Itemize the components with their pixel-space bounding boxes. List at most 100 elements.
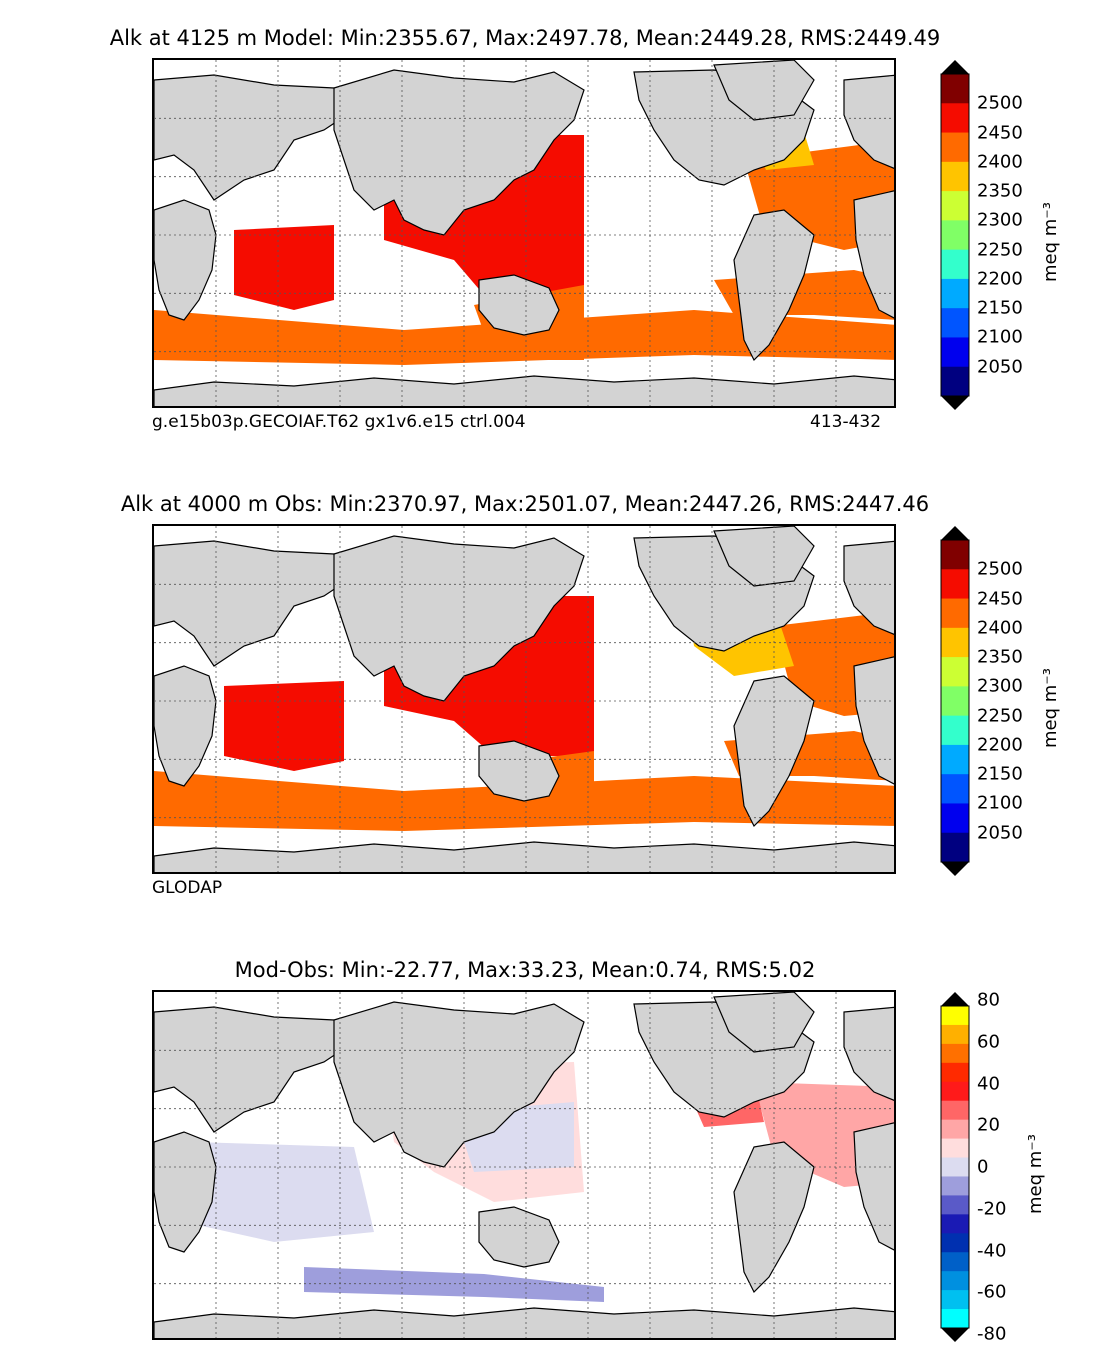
colorbar-outline xyxy=(940,539,970,863)
colorbar-extend-min xyxy=(941,862,969,876)
colorbar-tick-label: 2500 xyxy=(977,558,1023,580)
colorbar-swatch xyxy=(941,1024,969,1045)
land-africa xyxy=(154,665,217,787)
colorbar-swatch xyxy=(941,1233,969,1253)
land-africa xyxy=(154,199,217,321)
land-antarctica xyxy=(154,841,894,872)
colorbar-tick-label: 2200 xyxy=(977,734,1023,756)
colorbar-tick-label: 60 xyxy=(977,1031,1000,1053)
colorbar-tick-label: 2400 xyxy=(977,151,1023,173)
colorbar-outline xyxy=(940,1005,970,1329)
colorbar-tick-label: 2350 xyxy=(977,180,1023,202)
land-eurasia-east xyxy=(333,535,585,702)
colorbar-extend-min xyxy=(941,396,969,410)
data-region-indian-ocean xyxy=(234,225,334,310)
land-eurasia-west xyxy=(154,540,355,667)
colorbar-swatch xyxy=(941,278,969,309)
land-africa-east xyxy=(853,656,894,785)
land-eurasia-east xyxy=(333,69,585,236)
colorbar-swatch xyxy=(941,1157,969,1177)
footnote-left-obs: GLODAP xyxy=(152,878,223,898)
colorbar-tick-label: 2050 xyxy=(977,822,1023,844)
land-europe-east xyxy=(843,1006,894,1101)
map-obs xyxy=(152,524,896,874)
colorbar-swatch xyxy=(941,103,969,134)
panel-title-diff: Mod-Obs: Min:-22.77, Max:33.23, Mean:0.7… xyxy=(234,958,816,982)
colorbar-swatch xyxy=(941,308,969,338)
colorbar-swatch xyxy=(941,832,969,863)
colorbar-tick-label: -60 xyxy=(977,1281,1007,1303)
colorbar-swatch xyxy=(941,627,969,658)
colorbar-tick-label: 2400 xyxy=(977,617,1023,639)
land-greenland xyxy=(713,992,815,1053)
data-region-indian-negative xyxy=(184,1142,374,1242)
colorbar-swatch xyxy=(941,161,969,192)
colorbar-tick-label: -80 xyxy=(977,1323,1007,1345)
colorbar-swatch xyxy=(941,1195,969,1215)
colorbar-extend-min xyxy=(941,1328,969,1342)
colorbar-tick-label: 2100 xyxy=(977,326,1023,348)
map-svg-model xyxy=(154,60,894,406)
colorbar-swatch xyxy=(941,1214,969,1234)
data-region-indian-ocean xyxy=(224,681,344,771)
colorbar-tick-label: 40 xyxy=(977,1073,1000,1094)
land-antarctica xyxy=(154,1307,894,1338)
colorbar-tick-label: 20 xyxy=(977,1114,1000,1136)
land-africa-east xyxy=(853,1122,894,1251)
land-eurasia-west xyxy=(154,74,355,201)
colorbar-swatch xyxy=(941,715,969,746)
colorbar-tick-label: 2300 xyxy=(977,209,1023,231)
colorbar-tick-label: 2050 xyxy=(977,356,1023,378)
land-africa xyxy=(154,1131,217,1253)
map-model xyxy=(152,58,896,408)
colorbar-extend-max xyxy=(941,526,969,540)
data-region-southern-ocean xyxy=(154,310,894,365)
map-svg-obs xyxy=(154,526,894,872)
colorbar-extend-max xyxy=(941,60,969,74)
land-australia xyxy=(478,274,560,336)
colorbar-unit-model: meq m⁻³ xyxy=(1040,201,1061,282)
colorbar-swatch xyxy=(941,598,969,629)
colorbar-swatch xyxy=(941,1290,969,1310)
colorbar-tick-label: 0 xyxy=(977,1156,989,1178)
colorbar-swatch xyxy=(941,220,969,251)
colorbar-swatch xyxy=(941,1006,969,1026)
colorbar-swatch xyxy=(941,366,969,397)
colorbar-swatch xyxy=(941,1043,969,1064)
map-diff xyxy=(152,990,896,1340)
colorbar-swatch xyxy=(941,1309,969,1329)
map-svg-diff xyxy=(154,992,894,1338)
colorbar-swatch xyxy=(941,1271,969,1291)
colorbar-swatch xyxy=(941,337,969,368)
colorbar-swatch xyxy=(941,1176,969,1196)
colorbar-tick-label: 2350 xyxy=(977,646,1023,668)
colorbar-tick-label: 2250 xyxy=(977,239,1023,261)
colorbar-model xyxy=(940,60,970,410)
colorbar-tick-label: 2150 xyxy=(977,763,1023,785)
colorbar-swatch xyxy=(941,1252,969,1272)
colorbar-swatch xyxy=(941,1100,969,1121)
colorbar-swatch xyxy=(941,744,969,775)
colorbar-swatch xyxy=(941,1138,969,1159)
land-antarctica xyxy=(154,375,894,406)
colorbar-tick-label: 80 xyxy=(977,989,1000,1011)
colorbar-swatch xyxy=(941,774,969,804)
land-africa-east xyxy=(853,190,894,319)
land-europe-east xyxy=(843,540,894,635)
colorbar-tick-label: -40 xyxy=(977,1240,1007,1261)
colorbar-tick-label: 2250 xyxy=(977,705,1023,727)
land-greenland xyxy=(713,60,815,121)
colorbar-swatch xyxy=(941,540,969,570)
colorbar-unit-obs: meq m⁻³ xyxy=(1040,667,1061,748)
colorbar-tick-label: 2200 xyxy=(977,268,1023,290)
colorbar-obs xyxy=(940,526,970,876)
colorbar-swatch xyxy=(941,132,969,163)
colorbar-swatch xyxy=(941,569,969,600)
panel-title-obs: Alk at 4000 m Obs: Min:2370.97, Max:2501… xyxy=(120,492,930,516)
colorbar-tick-label: 2450 xyxy=(977,588,1023,610)
panel-title-model: Alk at 4125 m Model: Min:2355.67, Max:24… xyxy=(109,26,941,50)
colorbar-swatch xyxy=(941,249,969,280)
colorbar-outline xyxy=(940,73,970,397)
colorbar-swatch xyxy=(941,803,969,834)
colorbar-swatch xyxy=(941,191,969,221)
